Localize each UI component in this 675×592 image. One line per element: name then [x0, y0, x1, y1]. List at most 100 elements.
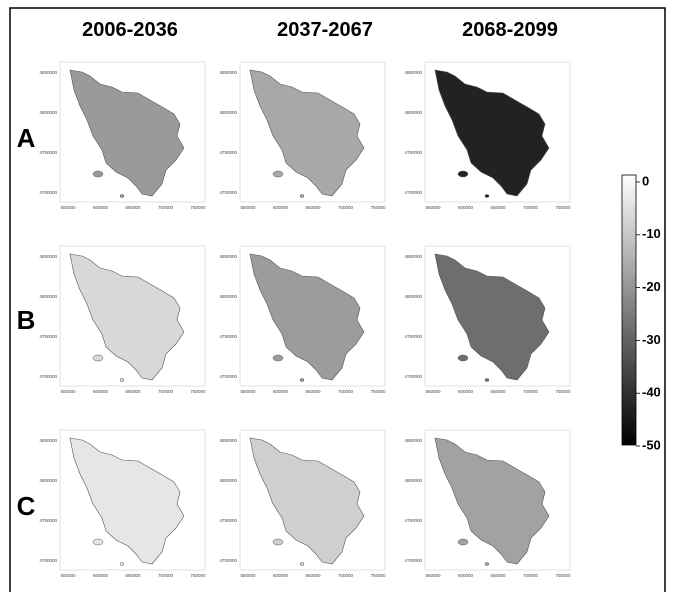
island	[485, 379, 489, 382]
island	[93, 171, 103, 177]
map-y-tick: 4850000	[404, 70, 422, 75]
map-x-tick: 650000	[490, 205, 506, 210]
island	[458, 539, 468, 545]
region-map	[250, 70, 364, 196]
map-x-tick: 550000	[240, 389, 256, 394]
region-map	[70, 438, 184, 564]
map-x-tick: 750000	[190, 389, 206, 394]
island	[300, 195, 304, 198]
map-x-tick: 700000	[158, 205, 174, 210]
island	[120, 195, 124, 198]
map-panel: 550000 600000 650000 700000 750000 4700000 475…	[219, 62, 386, 210]
map-y-tick: 4750000	[219, 150, 237, 155]
map-x-tick: 750000	[190, 205, 206, 210]
map-x-tick: 550000	[60, 205, 76, 210]
island	[120, 563, 124, 566]
island	[273, 355, 283, 361]
map-x-tick: 550000	[60, 389, 76, 394]
region-map	[70, 254, 184, 380]
map-x-tick: 550000	[425, 389, 441, 394]
map-y-tick: 4800000	[39, 110, 57, 115]
row-label: B	[17, 305, 36, 335]
row-label: A	[17, 123, 36, 153]
map-x-tick: 600000	[273, 389, 289, 394]
map-x-tick: 700000	[338, 205, 354, 210]
map-y-tick: 4750000	[404, 150, 422, 155]
map-x-tick: 700000	[523, 573, 539, 578]
map-y-tick: 4700000	[39, 558, 57, 563]
island	[120, 379, 124, 382]
map-x-tick: 600000	[458, 389, 474, 394]
colorbar-label: -40	[642, 385, 661, 400]
region-map	[250, 438, 364, 564]
map-x-tick: 550000	[425, 205, 441, 210]
map-x-tick: 600000	[458, 205, 474, 210]
map-y-tick: 4700000	[404, 558, 422, 563]
map-x-tick: 600000	[458, 573, 474, 578]
map-y-tick: 4750000	[39, 150, 57, 155]
map-y-tick: 4800000	[404, 110, 422, 115]
map-y-tick: 4850000	[219, 254, 237, 259]
map-panel: 550000 600000 650000 700000 750000 4700000 475…	[404, 246, 571, 394]
island	[273, 539, 283, 545]
colorbar	[622, 175, 636, 445]
colorbar-label: -20	[642, 279, 661, 294]
row-label: C	[17, 491, 36, 521]
map-x-tick: 750000	[370, 573, 386, 578]
region-map	[435, 438, 549, 564]
map-x-tick: 600000	[93, 389, 109, 394]
map-y-tick: 4850000	[219, 70, 237, 75]
map-x-tick: 650000	[490, 389, 506, 394]
map-x-tick: 550000	[240, 205, 256, 210]
map-x-tick: 650000	[305, 389, 321, 394]
map-x-tick: 750000	[555, 205, 571, 210]
map-x-tick: 600000	[93, 573, 109, 578]
figure: 2006-20362037-20672068-2099ABC5500006000…	[0, 0, 675, 592]
map-x-tick: 650000	[305, 573, 321, 578]
column-header: 2068-2099	[462, 19, 558, 41]
map-y-tick: 4850000	[404, 438, 422, 443]
map-x-tick: 650000	[125, 205, 141, 210]
map-x-tick: 650000	[305, 205, 321, 210]
map-x-tick: 550000	[240, 573, 256, 578]
map-x-tick: 700000	[523, 389, 539, 394]
map-y-tick: 4750000	[219, 518, 237, 523]
map-x-tick: 750000	[555, 389, 571, 394]
map-panel: 5500006000006500007000007500004700000475…	[39, 62, 206, 210]
map-y-tick: 4800000	[404, 478, 422, 483]
map-panel: 5500006000006500007000007500004700000475…	[219, 430, 386, 578]
region-map	[435, 70, 549, 196]
map-y-tick: 4700000	[404, 374, 422, 379]
map-x-tick: 750000	[370, 205, 386, 210]
column-header: 2006-2036	[82, 19, 178, 41]
island	[273, 171, 283, 177]
map-y-tick: 4800000	[219, 294, 237, 299]
map-y-tick: 4850000	[39, 254, 57, 259]
map-y-tick: 4700000	[404, 190, 422, 195]
island	[93, 539, 103, 545]
map-y-tick: 4800000	[219, 110, 237, 115]
map-y-tick: 4750000	[404, 518, 422, 523]
map-y-tick: 4700000	[219, 558, 237, 563]
map-y-tick: 4800000	[219, 478, 237, 483]
map-x-tick: 600000	[273, 205, 289, 210]
map-x-tick: 700000	[158, 573, 174, 578]
region-map	[250, 254, 364, 380]
map-y-tick: 4750000	[39, 334, 57, 339]
map-y-tick: 4800000	[404, 294, 422, 299]
map-x-tick: 700000	[338, 389, 354, 394]
map-y-tick: 4800000	[39, 478, 57, 483]
map-x-tick: 550000	[60, 573, 76, 578]
colorbar-label: 0	[642, 173, 649, 188]
map-y-tick: 4750000	[404, 334, 422, 339]
island	[485, 563, 489, 566]
map-y-tick: 4700000	[219, 190, 237, 195]
map-y-tick: 4850000	[219, 438, 237, 443]
map-y-tick: 4700000	[39, 190, 57, 195]
map-x-tick: 750000	[190, 573, 206, 578]
map-x-tick: 600000	[273, 573, 289, 578]
